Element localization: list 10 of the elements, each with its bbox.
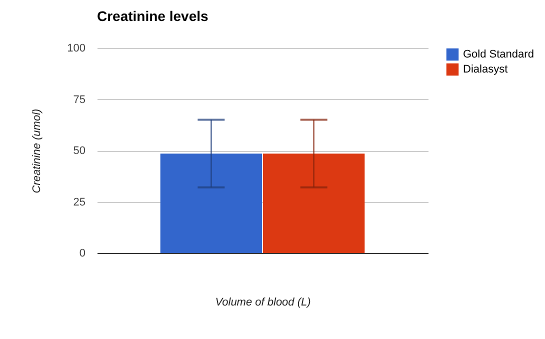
legend-label: Gold Standard: [463, 48, 534, 60]
y-tick-label: 100: [67, 42, 86, 54]
y-tick-label: 25: [73, 196, 86, 208]
y-axis-title: Creatinine (umol): [31, 108, 44, 194]
y-tick-label: 50: [73, 145, 86, 157]
y-tick-label: 75: [73, 94, 86, 106]
y-tick-label: 0: [79, 248, 86, 260]
chart-title: Creatinine levels: [97, 8, 208, 24]
legend-label: Dialasyst: [463, 64, 508, 76]
x-axis-title: Volume of blood (L): [215, 296, 312, 308]
